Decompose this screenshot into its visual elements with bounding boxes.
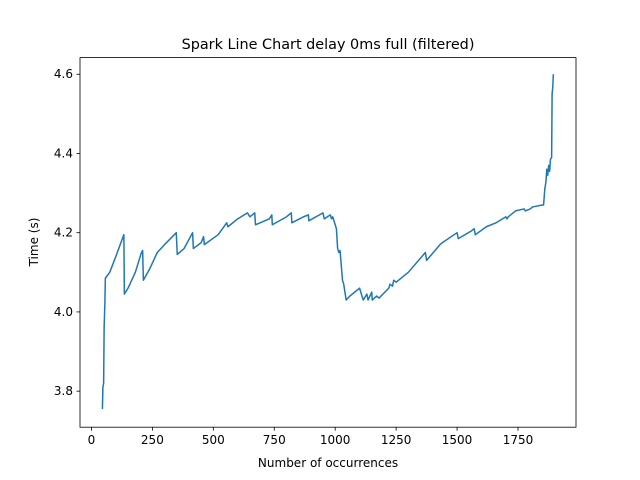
y-axis-label: Time (s) [27, 218, 41, 268]
y-tick-label: 4.0 [54, 305, 73, 319]
x-axis-label: Number of occurrences [258, 456, 398, 470]
y-tick-label: 4.6 [54, 67, 73, 81]
y-tick-label: 4.2 [54, 226, 73, 240]
x-tick-label: 750 [263, 433, 286, 447]
x-tick-label: 1250 [381, 433, 412, 447]
y-tick-label: 4.4 [54, 146, 73, 160]
x-tick-label: 1500 [442, 433, 473, 447]
x-tick-label: 500 [202, 433, 225, 447]
chart-title: Spark Line Chart delay 0ms full (filtere… [182, 37, 475, 53]
x-tick-label: 250 [141, 433, 164, 447]
x-tick-label: 0 [88, 433, 96, 447]
x-tick-label: 1750 [503, 433, 534, 447]
y-tick-label: 3.8 [54, 384, 73, 398]
x-tick-label: 1000 [320, 433, 351, 447]
data-line [101, 74, 555, 409]
plot-frame [79, 57, 577, 428]
